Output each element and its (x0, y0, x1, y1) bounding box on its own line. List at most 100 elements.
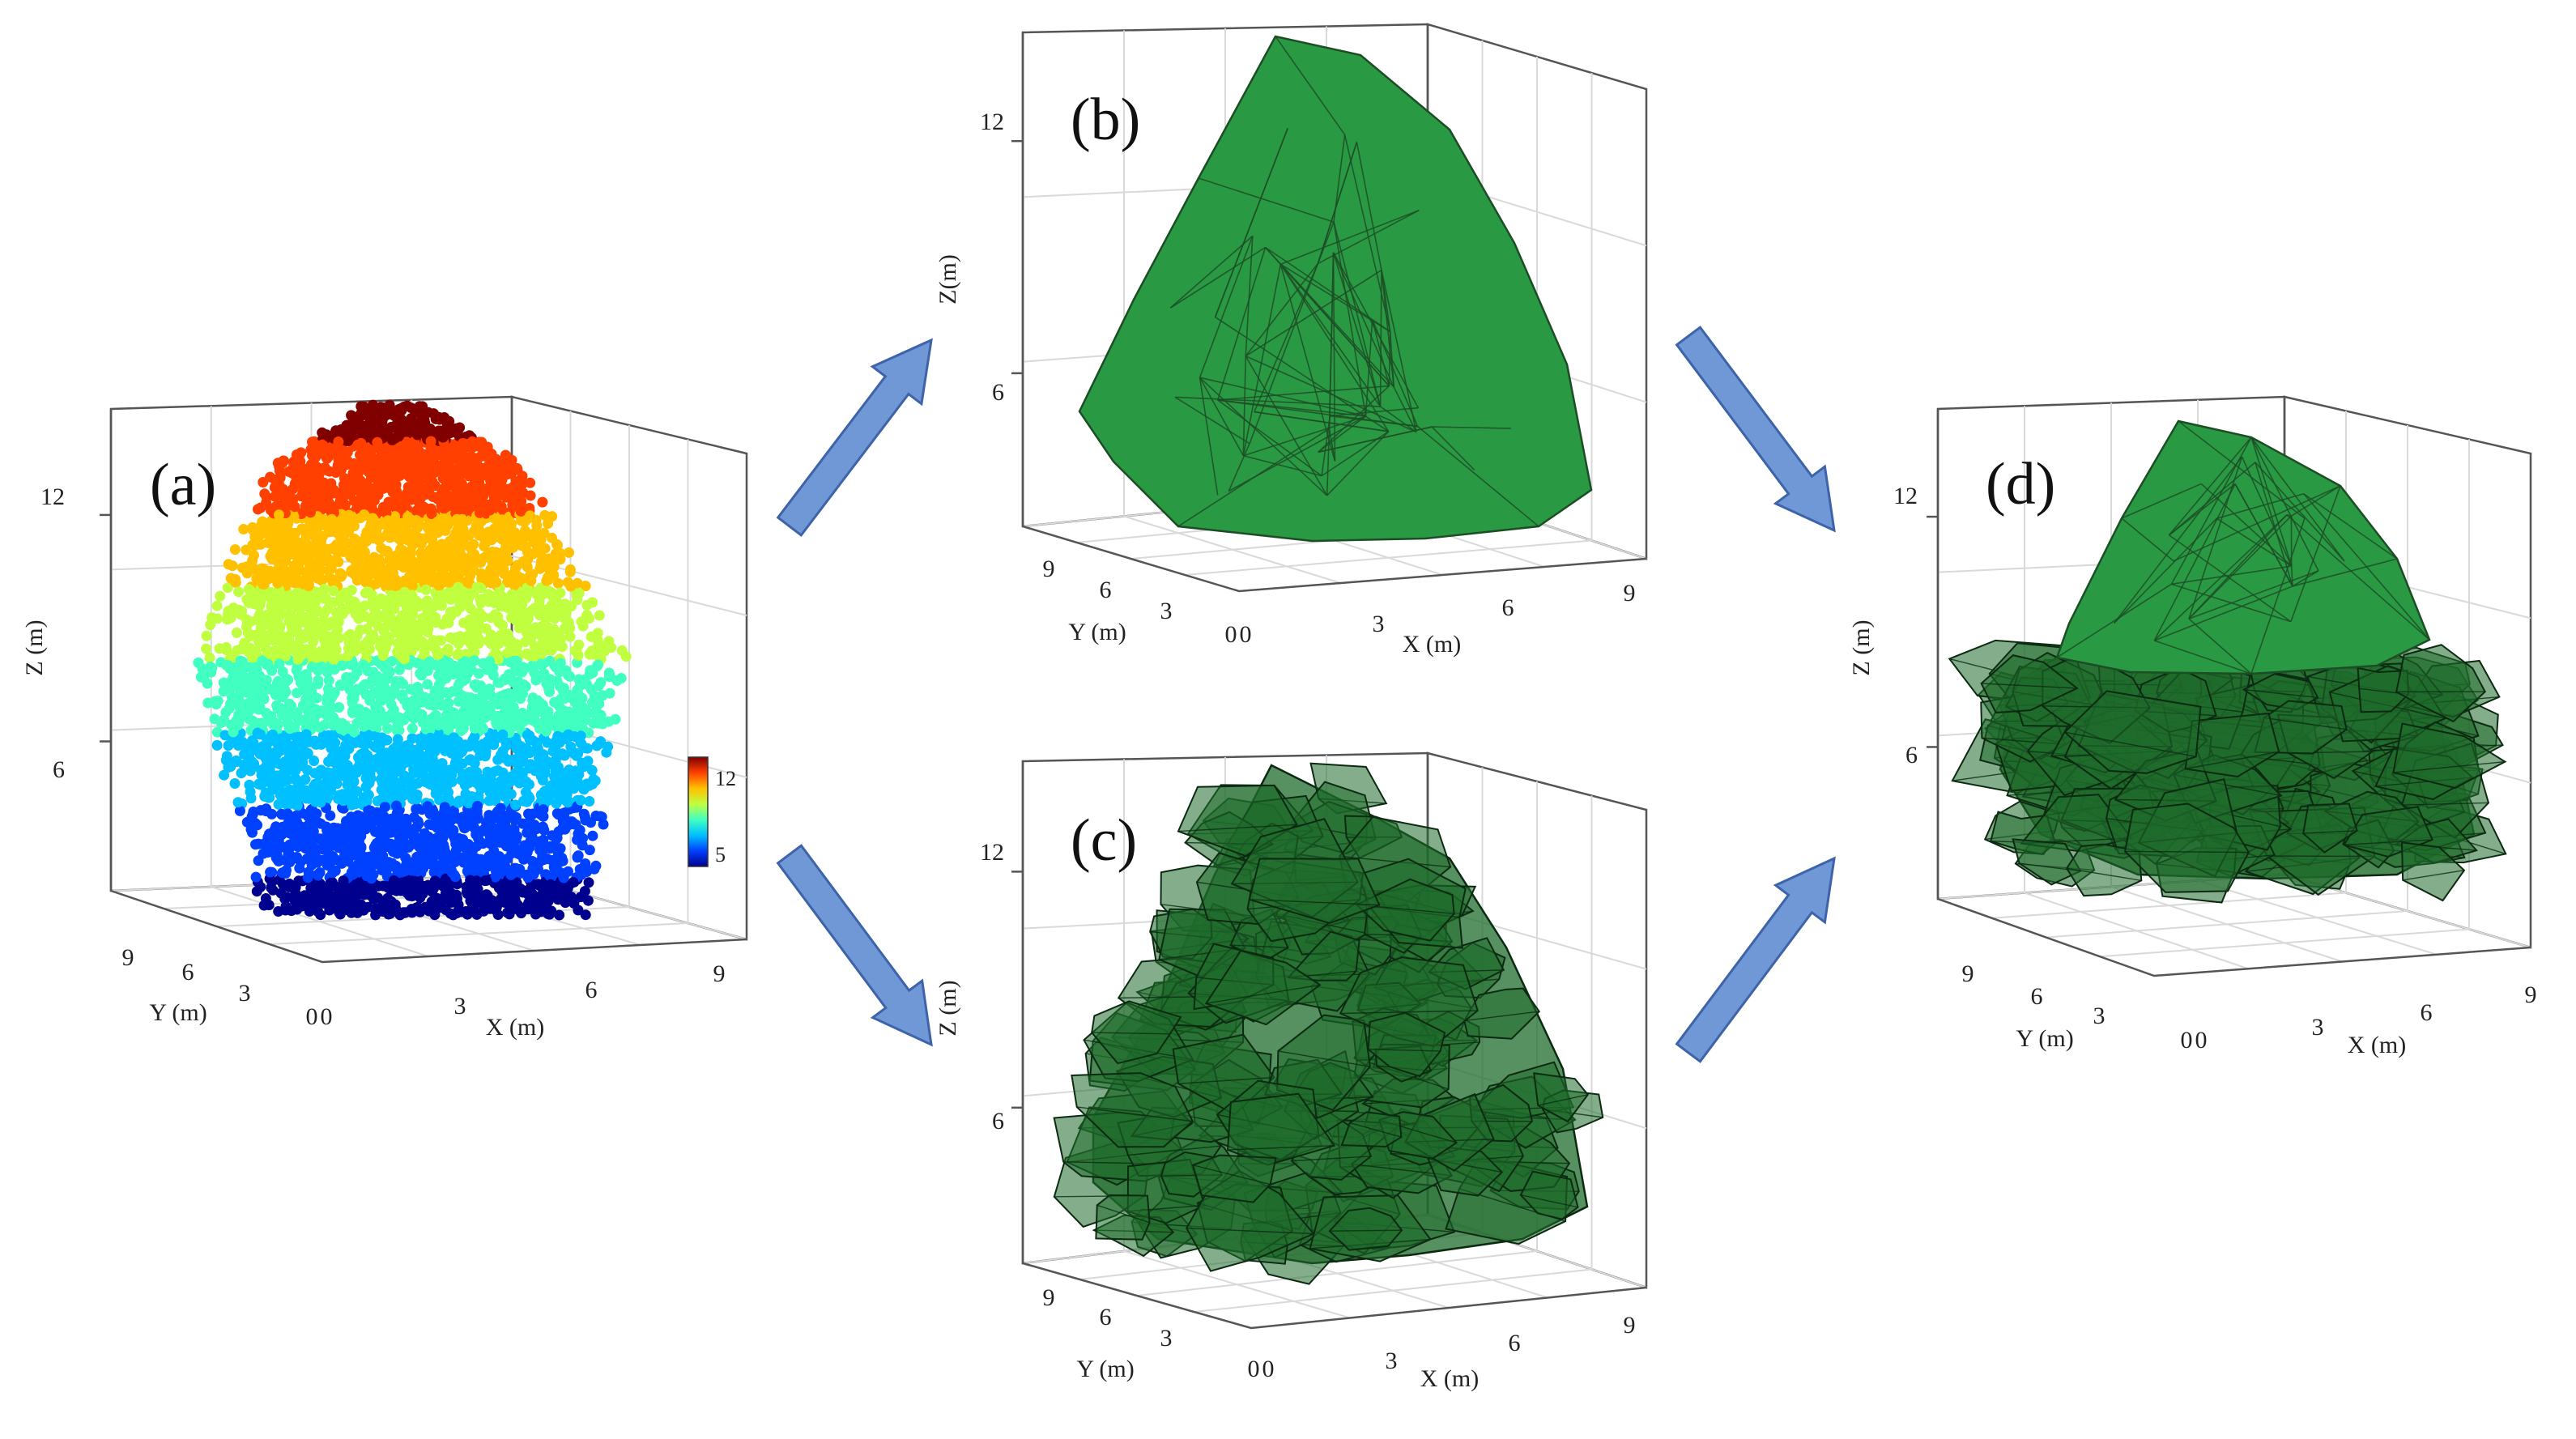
point-cloud-point (516, 540, 527, 551)
point-cloud-point (384, 632, 395, 643)
point-cloud-point (395, 543, 407, 555)
point-cloud-point (429, 685, 441, 696)
point-cloud-point (414, 499, 425, 509)
point-cloud-point (295, 633, 306, 645)
point-cloud-point (483, 469, 494, 480)
point-cloud-point (444, 577, 455, 588)
point-cloud-point (465, 896, 476, 907)
point-cloud-point (265, 768, 276, 779)
point-cloud-point (369, 687, 380, 698)
point-cloud-point (433, 425, 445, 436)
point-cloud-point (225, 573, 236, 584)
point-cloud-point (316, 739, 327, 750)
point-cloud-point (394, 676, 404, 688)
point-cloud-point (236, 609, 247, 620)
point-cloud-point (323, 675, 334, 686)
point-cloud-point (283, 634, 295, 645)
point-cloud-point (483, 810, 495, 821)
point-cloud-point (258, 578, 269, 590)
point-cloud-point (572, 594, 583, 606)
point-cloud-point (445, 424, 457, 435)
point-cloud-point (610, 713, 621, 725)
point-cloud-point (416, 856, 428, 867)
point-cloud-point (433, 649, 444, 660)
point-cloud-point (306, 619, 317, 631)
point-cloud-point (302, 539, 313, 551)
point-cloud-point (429, 875, 441, 887)
point-cloud-point (243, 646, 254, 657)
point-cloud-point (239, 673, 249, 683)
point-cloud-point (359, 547, 370, 558)
point-cloud-point (360, 611, 371, 622)
point-cloud-point (222, 582, 233, 594)
point-cloud-point (294, 477, 305, 488)
point-cloud-point (418, 639, 429, 650)
point-cloud-point (506, 518, 517, 530)
point-cloud-point (316, 518, 327, 530)
point-cloud-point (306, 662, 317, 673)
point-cloud-point (359, 796, 370, 807)
point-cloud-point (390, 472, 401, 483)
panel-a-grid-line (211, 886, 429, 957)
point-cloud-point (284, 723, 296, 734)
point-cloud-point (381, 866, 392, 878)
point-cloud-point (246, 811, 258, 823)
point-cloud-point (287, 602, 299, 614)
point-cloud-point (516, 845, 527, 856)
point-cloud-point (335, 571, 347, 582)
point-cloud-point (400, 852, 411, 863)
point-cloud-point (314, 626, 326, 637)
point-cloud-point (308, 807, 319, 819)
point-cloud-point (336, 858, 347, 869)
point-cloud-point (543, 893, 555, 905)
point-cloud-point (572, 834, 583, 845)
point-cloud-point (244, 779, 255, 790)
point-cloud-point (513, 479, 525, 491)
point-cloud-point (454, 467, 466, 478)
point-cloud-point (212, 696, 224, 706)
point-cloud-point (411, 522, 423, 534)
point-cloud-point (429, 659, 441, 671)
point-cloud-point (351, 767, 362, 778)
point-cloud-point (473, 832, 484, 844)
point-cloud-point (264, 832, 275, 843)
point-cloud-point (390, 748, 402, 760)
point-cloud-point (511, 811, 522, 823)
point-cloud-point (469, 822, 479, 833)
point-cloud-point (338, 875, 349, 887)
point-cloud-point (334, 762, 345, 773)
point-cloud-point (334, 907, 345, 918)
point-cloud-point (290, 624, 301, 636)
point-cloud-point (432, 727, 444, 739)
point-cloud-point (488, 528, 499, 539)
point-cloud-point (534, 880, 545, 892)
point-cloud-point (371, 892, 381, 903)
point-cloud-point (317, 428, 329, 440)
point-cloud-point (465, 754, 476, 765)
point-cloud-point (274, 509, 284, 521)
point-cloud-point (277, 867, 288, 879)
point-cloud-point (293, 451, 304, 462)
point-cloud-point (528, 715, 539, 726)
point-cloud-point (531, 901, 543, 913)
point-cloud-point (407, 609, 419, 620)
point-cloud-point (534, 723, 545, 734)
point-cloud-point (471, 682, 483, 693)
point-cloud-point (440, 888, 451, 899)
point-cloud-point (453, 530, 465, 541)
point-cloud-point (587, 830, 598, 841)
point-cloud-point (315, 573, 326, 585)
point-cloud-point (509, 568, 520, 579)
point-cloud-point (312, 546, 323, 557)
point-cloud-point (448, 909, 459, 921)
point-cloud-point (443, 657, 454, 668)
point-cloud-point (220, 755, 232, 766)
point-cloud-point (197, 663, 208, 675)
point-cloud-point (291, 567, 302, 578)
point-cloud-point (424, 424, 436, 434)
point-cloud-point (292, 555, 304, 566)
point-cloud-point (255, 764, 266, 776)
point-cloud-point (282, 892, 293, 903)
point-cloud-point (250, 598, 262, 610)
point-cloud-point (249, 758, 260, 769)
